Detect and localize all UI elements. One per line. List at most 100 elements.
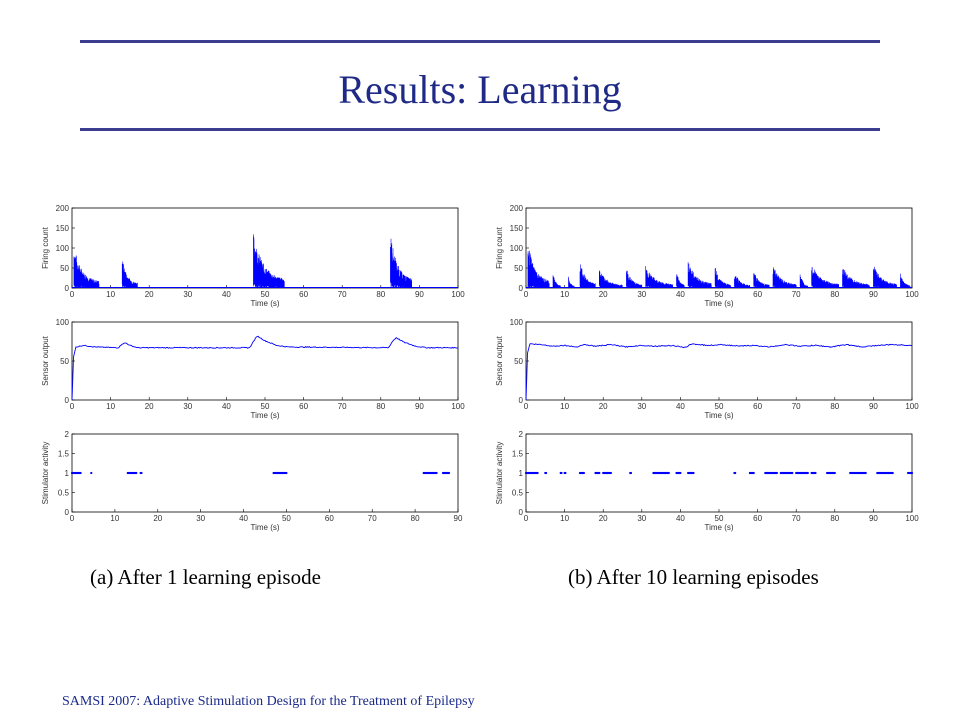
- b-firing-xtick-label: 50: [715, 290, 724, 299]
- b-sensor-ytick-label: 0: [519, 396, 524, 405]
- b-firing-burst: [734, 276, 751, 288]
- a-sensor-xtick-label: 60: [299, 402, 308, 411]
- b-firing-ytick-label: 200: [510, 204, 524, 213]
- a-firing-burst: [390, 238, 412, 288]
- b-firing-xtick-label: 40: [676, 290, 685, 299]
- b-sensor-xtick-label: 70: [792, 402, 801, 411]
- b-stim-xtick-label: 80: [830, 514, 839, 523]
- a-stim-xtick-label: 80: [411, 514, 420, 523]
- b-stim-xlabel: Time (s): [704, 523, 733, 532]
- b-firing-frame: [525, 207, 913, 289]
- a-stim-ylabel: Stimulator activity: [41, 442, 50, 505]
- a-stim-ytick-label: 0: [65, 508, 70, 517]
- b-firing-xtick-label: 90: [869, 290, 878, 299]
- a-firing-ytick-label: 150: [56, 224, 70, 233]
- b-stim-xtick-label: 40: [676, 514, 685, 523]
- b-firing-ytick-label: 0: [519, 284, 524, 293]
- a-firing-xtick-label: 100: [451, 290, 465, 299]
- b-stim-point: [564, 471, 567, 475]
- b-firing-burst: [599, 270, 623, 288]
- b-sensor-xtick-label: 20: [599, 402, 608, 411]
- b-sensor-ytick-label: 50: [514, 357, 523, 366]
- a-sensor-xtick-label: 100: [451, 402, 465, 411]
- b-stim-axes: 0 10 20 30 40 50 60 70 80 90 100 0 0.5 1 1.5 2 Time (s) S…: [495, 430, 919, 532]
- a-sensor-xtick-label: 40: [222, 402, 231, 411]
- a-stim-axes: 0 10 20 30 40 50 60 70 80 90 0 0.5 1 1.5 2 Time (s) Stim…: [41, 430, 463, 532]
- a-stim-ytick-label: 0.5: [58, 489, 70, 498]
- b-stim-point: [734, 471, 737, 475]
- b-stim-point: [864, 471, 867, 475]
- b-sensor-ytick-label: 100: [510, 318, 524, 327]
- a-sensor-xtick-label: 10: [106, 402, 115, 411]
- b-stim-point: [679, 471, 682, 475]
- a-firing-xtick-label: 20: [145, 290, 154, 299]
- b-stim-ytick-label: 0: [519, 508, 524, 517]
- b-firing-xtick-label: 80: [830, 290, 839, 299]
- a-stim-xtick-label: 0: [70, 514, 75, 523]
- b-stim-point: [806, 471, 809, 475]
- a-sensor-frame: [71, 321, 459, 401]
- b-stim-frame: [525, 433, 913, 513]
- b-firing-ytick-label: 100: [510, 244, 524, 253]
- b-sensor-xtick-label: 0: [524, 402, 529, 411]
- a-sensor-ytick-label: 100: [56, 318, 70, 327]
- b-firing-xtick-label: 70: [792, 290, 801, 299]
- a-sensor-ytick-label: 0: [65, 396, 70, 405]
- a-stim-point: [90, 471, 93, 475]
- b-firing-xlabel: Time (s): [704, 299, 733, 308]
- b-stim-xtick-label: 60: [753, 514, 762, 523]
- b-sensor-ylabel: Sensor output: [495, 335, 504, 386]
- b-sensor-axes: 0 10 20 30 40 50 60 70 80 90 100 0 50 100 Time (s) Sens…: [495, 318, 919, 420]
- b-stim-point: [833, 471, 836, 475]
- a-stim-xtick-label: 70: [368, 514, 377, 523]
- b-stim-xtick-label: 10: [560, 514, 569, 523]
- a-sensor-xtick-label: 0: [70, 402, 75, 411]
- a-firing-xtick-label: 90: [415, 290, 424, 299]
- b-sensor-xtick-label: 80: [830, 402, 839, 411]
- b-sensor-xtick-label: 30: [637, 402, 646, 411]
- a-stim-point: [285, 471, 288, 475]
- b-stim-point: [814, 471, 817, 475]
- a-sensor-xtick-label: 90: [415, 402, 424, 411]
- b-firing-ylabel: Firing count: [495, 226, 504, 269]
- a-firing-ytick-label: 100: [56, 244, 70, 253]
- b-stim-point: [667, 471, 670, 475]
- a-firing-xtick-label: 10: [106, 290, 115, 299]
- b-firing-burst: [579, 264, 596, 288]
- b-firing-xtick-label: 60: [753, 290, 762, 299]
- b-firing-xtick-label: 100: [905, 290, 919, 299]
- b-stim-point: [609, 471, 612, 475]
- caption-a: (a) After 1 learning episode: [90, 565, 321, 589]
- b-firing-burst: [799, 274, 809, 288]
- b-stim-xtick-label: 70: [792, 514, 801, 523]
- b-firing-xtick-label: 0: [524, 290, 529, 299]
- title-rule-bottom: [80, 128, 880, 131]
- b-stim-xtick-label: 100: [905, 514, 919, 523]
- footer: SAMSI 2007: Adaptive Stimulation Design …: [62, 694, 475, 709]
- b-stim-point: [629, 471, 633, 475]
- a-firing-burst: [121, 261, 138, 288]
- a-firing-xlabel: Time (s): [250, 299, 279, 308]
- b-stim-point: [545, 471, 548, 475]
- b-firing-burst: [772, 267, 797, 288]
- a-firing-xtick-label: 30: [183, 290, 192, 299]
- a-firing-burst: [73, 255, 100, 288]
- a-sensor-axes: 0 10 20 30 40 50 60 70 80 90 100 0 50 100 Time (s) Sens…: [41, 318, 465, 420]
- b-stim-ytick-label: 2: [519, 430, 524, 439]
- b-firing-burst: [527, 250, 550, 288]
- a-sensor-xlabel: Time (s): [250, 411, 279, 420]
- a-firing-xtick-label: 50: [261, 290, 270, 299]
- a-stim-ytick-label: 2: [65, 430, 70, 439]
- b-sensor-xtick-label: 90: [869, 402, 878, 411]
- a-firing-xtick-label: 40: [222, 290, 231, 299]
- b-stim-xtick-label: 30: [637, 514, 646, 523]
- a-sensor-xtick-label: 20: [145, 402, 154, 411]
- a-firing-ytick-label: 200: [56, 204, 70, 213]
- a-firing-ytick-label: 0: [65, 284, 70, 293]
- b-sensor-xtick-label: 100: [905, 402, 919, 411]
- b-firing-ytick-label: 50: [514, 264, 523, 273]
- b-firing-xtick-label: 20: [599, 290, 608, 299]
- b-sensor-xtick-label: 50: [715, 402, 724, 411]
- a-firing-burst: [253, 234, 285, 288]
